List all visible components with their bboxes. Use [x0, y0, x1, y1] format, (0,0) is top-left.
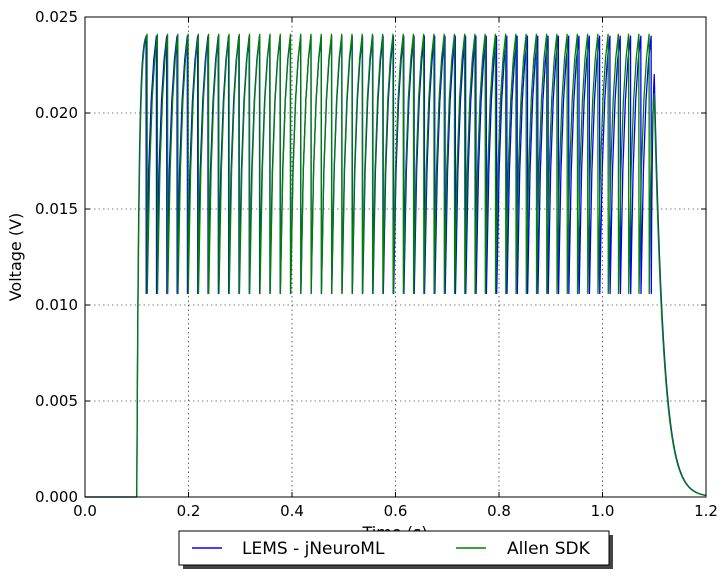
legend-label-allen: Allen SDK [507, 539, 591, 559]
x-tick-label: 0.4 [280, 502, 304, 520]
x-tick-label: 0.2 [177, 502, 201, 520]
legend-label-lems: LEMS - jNeuroML [242, 539, 385, 559]
y-axis-label: Voltage (V) [6, 213, 25, 302]
series-lines [85, 33, 707, 498]
y-tick-label: 0.000 [35, 488, 78, 506]
x-tick-label: 0.6 [384, 502, 408, 520]
y-tick-label: 0.015 [35, 200, 78, 218]
y-tick-label: 0.010 [35, 296, 78, 314]
x-tick-label: 0.8 [487, 502, 511, 520]
axis-ticks: 0.0 0.2 0.4 0.6 0.8 1.0 1.2 0.000 0.005 0.010 0.01… [35, 8, 718, 520]
legend-box [178, 530, 610, 566]
y-tick-label: 0.025 [35, 8, 78, 26]
x-tick-label: 0.0 [73, 502, 97, 520]
x-tick-label: 1.2 [694, 502, 718, 520]
legend: LEMS - jNeuroML Allen SDK [178, 530, 613, 569]
y-tick-label: 0.005 [35, 392, 78, 410]
series-line-allen-sdk [85, 33, 707, 498]
y-tick-label: 0.020 [35, 104, 78, 122]
x-tick-label: 1.0 [591, 502, 615, 520]
